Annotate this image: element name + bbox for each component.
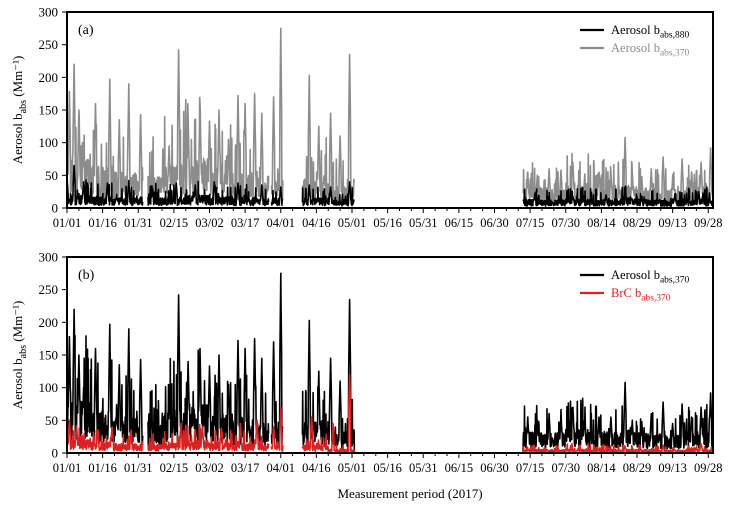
legend-label-sub: abs,880 xyxy=(660,31,690,41)
x-axis-label: Measurement period (2017) xyxy=(337,486,482,501)
x-tick-label: 04/16 xyxy=(302,216,330,230)
x-tick-label: 03/02 xyxy=(195,216,223,230)
y-tick-label: 250 xyxy=(39,282,59,297)
x-tick-label: 03/17 xyxy=(231,461,259,475)
legend-label-main: Aerosol b xyxy=(611,41,660,55)
y-axis-label-unit: (Mm⁻¹) xyxy=(10,56,25,100)
x-tick-label: 01/31 xyxy=(124,216,152,230)
y-axis-label-sub: abs xyxy=(18,345,29,358)
x-tick-label: 05/16 xyxy=(373,461,401,475)
y-tick-label: 0 xyxy=(52,446,59,461)
x-tick-label: 06/30 xyxy=(480,216,508,230)
x-tick-label: 08/29 xyxy=(623,216,651,230)
x-tick-label: 03/17 xyxy=(231,216,259,230)
x-tick-label: 09/13 xyxy=(658,216,686,230)
y-tick-label: 300 xyxy=(39,250,59,265)
y-tick-label: 200 xyxy=(39,70,59,85)
x-tick-label: 04/01 xyxy=(267,216,295,230)
x-tick-label: 04/01 xyxy=(267,461,295,475)
panel-label: (b) xyxy=(78,268,95,283)
x-tick-label: 02/15 xyxy=(160,461,188,475)
y-tick-label: 100 xyxy=(39,380,59,395)
series-line-abs-880-0 xyxy=(66,164,714,207)
legend-label: Aerosol babs,880 xyxy=(611,23,689,41)
y-axis-label-sub: abs xyxy=(18,100,29,113)
y-axis-label: Aerosol babs (Mm⁻¹) xyxy=(10,301,29,410)
x-tick-label: 05/31 xyxy=(409,461,437,475)
y-tick-label: 150 xyxy=(39,348,59,363)
x-tick-label: 01/01 xyxy=(53,461,81,475)
x-tick-label: 01/16 xyxy=(88,216,116,230)
x-tick-label: 03/02 xyxy=(195,461,223,475)
x-tick-label: 05/01 xyxy=(338,461,366,475)
legend-label-sub: abs,370 xyxy=(660,49,690,59)
y-axis-label: Aerosol babs (Mm⁻¹) xyxy=(10,56,29,165)
panel-b: 0 50 100 150 200 250 300 01/01 01/16 01/31 02/15 03… xyxy=(10,250,722,476)
legend-label-main: BrC b xyxy=(611,286,641,300)
x-tick-label: 05/16 xyxy=(373,216,401,230)
y-tick-label: 50 xyxy=(45,168,58,183)
legend-label: Aerosol babs,370 xyxy=(611,268,689,286)
y-tick-label: 0 xyxy=(52,201,59,216)
x-tick-label: 02/15 xyxy=(160,216,188,230)
x-tick-label: 04/16 xyxy=(302,461,330,475)
x-tick-label: 07/30 xyxy=(552,461,580,475)
legend-label-sub: abs,370 xyxy=(641,294,671,304)
x-tick-label: 08/14 xyxy=(587,461,616,475)
legend-label-main: Aerosol b xyxy=(611,23,660,37)
x-tick-label: 09/13 xyxy=(658,461,686,475)
series-line-abs-370-1 xyxy=(66,373,714,454)
x-tick-label: 07/15 xyxy=(516,216,544,230)
x-tick-label: 07/15 xyxy=(516,461,544,475)
y-tick-label: 100 xyxy=(39,135,59,150)
y-axis-label-unit: (Mm⁻¹) xyxy=(10,301,25,345)
x-tick-label: 05/01 xyxy=(338,216,366,230)
y-axis-label-main: Aerosol b xyxy=(10,358,25,409)
x-tick-label: 06/15 xyxy=(445,461,473,475)
x-tick-label: 01/01 xyxy=(53,216,81,230)
x-tick-label: 08/29 xyxy=(623,461,651,475)
y-tick-label: 150 xyxy=(39,103,59,118)
legend-label: Aerosol babs,370 xyxy=(611,41,689,59)
x-tick-label: 09/28 xyxy=(694,216,722,230)
x-tick-label: 01/31 xyxy=(124,461,152,475)
y-tick-label: 50 xyxy=(45,413,58,428)
legend-label-sub: abs,370 xyxy=(660,276,690,286)
x-tick-label: 06/30 xyxy=(480,461,508,475)
x-tick-label: 07/30 xyxy=(552,216,580,230)
y-axis-label-main: Aerosol b xyxy=(10,113,25,164)
y-tick-label: 300 xyxy=(39,5,59,20)
x-tick-label: 09/28 xyxy=(694,461,722,475)
legend-label-main: Aerosol b xyxy=(611,268,660,282)
panel-label: (a) xyxy=(78,23,94,38)
series-line-abs-370-0 xyxy=(66,272,714,454)
series-line-abs-370-1 xyxy=(66,27,714,205)
y-tick-label: 250 xyxy=(39,37,59,52)
x-tick-label: 08/14 xyxy=(587,216,616,230)
x-tick-label: 06/15 xyxy=(445,216,473,230)
legend-label: BrC babs,370 xyxy=(611,286,671,304)
x-tick-label: 01/16 xyxy=(88,461,116,475)
panel-a: 0 50 100 150 200 250 300 01/01 01/16 01/31 02/15 03… xyxy=(10,5,722,231)
y-tick-label: 200 xyxy=(39,315,59,330)
x-tick-label: 05/31 xyxy=(409,216,437,230)
